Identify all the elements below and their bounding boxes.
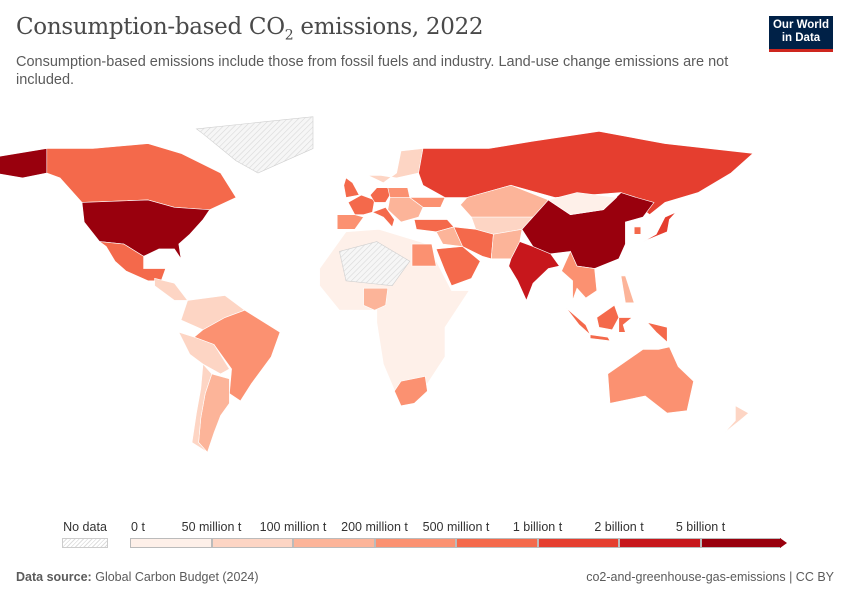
country-india[interactable] (508, 241, 560, 302)
country-egypt[interactable] (411, 243, 437, 267)
country-poland[interactable] (387, 187, 411, 198)
country-java[interactable] (589, 334, 611, 342)
footer-right[interactable]: co2-and-greenhouse-gas-emissions | CC BY (586, 570, 834, 584)
country-southeast-asia[interactable] (561, 250, 598, 301)
country-sumatra[interactable] (565, 307, 591, 335)
legend-no-data-swatch[interactable] (62, 538, 108, 548)
title-subscript: 2 (284, 27, 294, 44)
legend-bin[interactable] (619, 538, 701, 548)
country-australia[interactable] (607, 346, 694, 414)
country-philippines[interactable] (620, 275, 635, 304)
world-map (0, 116, 754, 453)
legend-bin[interactable] (456, 538, 538, 548)
country-japan[interactable] (642, 211, 677, 242)
country-germany[interactable] (369, 187, 391, 203)
country-brazil[interactable] (193, 309, 281, 402)
title-text: Consumption-based CO (16, 14, 285, 40)
country-peru-bolivia[interactable] (178, 331, 230, 375)
legend-tick-label: 500 million t (422, 520, 490, 534)
logo-line: in Data (781, 32, 821, 44)
country-saudi-arabia[interactable] (435, 246, 481, 287)
country-south-africa[interactable] (394, 375, 428, 407)
legend-bin[interactable] (130, 538, 212, 548)
legend-tick-label: 0 t (131, 520, 145, 534)
country-new-zealand[interactable] (724, 405, 750, 433)
country-greenland[interactable] (195, 116, 314, 174)
source-link[interactable]: Global Carbon Budget (2024) (95, 570, 259, 584)
country-russia[interactable] (418, 131, 754, 216)
country-alaska[interactable] (0, 148, 48, 179)
owid-logo[interactable]: Our World in Data (769, 16, 833, 52)
legend-bin[interactable] (374, 538, 456, 548)
chart-subtitle: Consumption-based emissions include thos… (16, 54, 729, 88)
country-sulawesi[interactable] (618, 317, 633, 333)
legend-arrow-icon (780, 538, 787, 548)
country-scandinavia[interactable] (367, 148, 424, 184)
legend-tick-label: 200 million t (341, 520, 408, 534)
legend-no-data-label: No data (63, 520, 107, 534)
data-source: Data source: Global Carbon Budget (2024) (16, 570, 259, 584)
country-south-korea[interactable] (633, 226, 642, 235)
country-italy[interactable] (371, 206, 395, 228)
country-nigeria[interactable] (363, 287, 389, 311)
country-chile[interactable] (191, 363, 213, 453)
legend-tick-label: 100 million t (259, 520, 327, 534)
country-mongolia[interactable] (547, 192, 618, 215)
legend-tick-label: 5 billion t (675, 520, 726, 534)
legend-bin[interactable] (293, 538, 375, 548)
legend-bin[interactable] (537, 538, 619, 548)
source-label: Data source: (16, 570, 92, 584)
country-papua[interactable] (646, 321, 668, 343)
chart-title: Consumption-based CO2 emissions, 2022 (16, 14, 484, 44)
country-united-kingdom[interactable] (343, 177, 360, 198)
logo-line: Our World (772, 19, 829, 31)
legend-bin[interactable] (211, 538, 293, 548)
legend-tick-label: 2 billion t (594, 520, 644, 534)
country-central-america[interactable] (154, 277, 189, 301)
title-text-end: emissions, 2022 (293, 14, 484, 40)
country-ukraine[interactable] (408, 197, 446, 208)
country-canada[interactable] (46, 143, 237, 211)
country-united-states[interactable] (81, 199, 211, 259)
country-spain[interactable] (336, 214, 365, 230)
legend-bin[interactable] (700, 538, 781, 548)
country-borneo[interactable] (596, 304, 620, 331)
legend-tick-label: 50 million t (181, 520, 242, 534)
legend-tick-label: 1 billion t (512, 520, 563, 534)
country-france[interactable] (347, 194, 375, 215)
country-sahara[interactable] (339, 241, 411, 287)
